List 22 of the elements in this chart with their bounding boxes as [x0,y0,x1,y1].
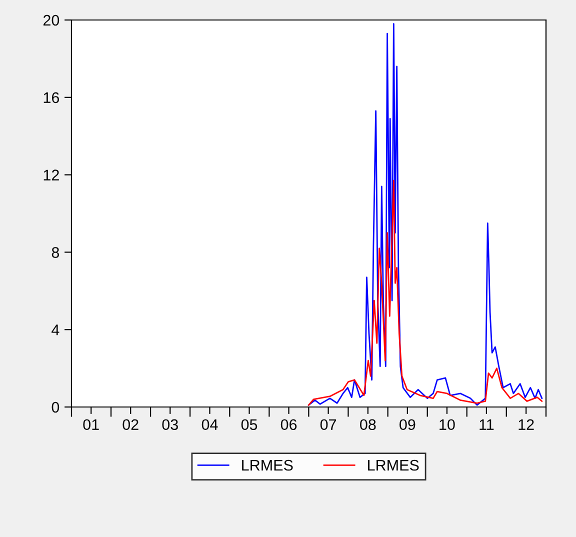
y-tick-label: 8 [52,247,60,258]
y-tick-label: 12 [44,170,59,180]
x-tick-label: 10 [440,419,455,430]
x-tick-label: 01 [83,419,99,430]
y-tick-label: 4 [52,324,60,336]
x-tick-label: 07 [320,419,336,430]
y-tick-label: 0 [52,402,60,413]
y-tick-label: 20 [43,14,60,26]
x-tick-label: 12 [518,419,534,430]
x-tick-label: 06 [280,419,297,430]
x-tick-label: 03 [162,419,178,430]
line-series [308,23,543,406]
legend-label: LRMES [368,460,419,471]
line-series [308,180,543,406]
x-tick-label: 09 [400,419,416,430]
x-tick-label: 08 [360,419,376,430]
x-tick-label: 11 [480,419,494,430]
legend-label: LRMES [242,460,293,471]
x-tick-label: 04 [202,419,218,430]
x-tick-label: 05 [241,419,258,430]
x-tick-label: 02 [122,419,138,430]
y-tick-label: 16 [44,92,60,104]
